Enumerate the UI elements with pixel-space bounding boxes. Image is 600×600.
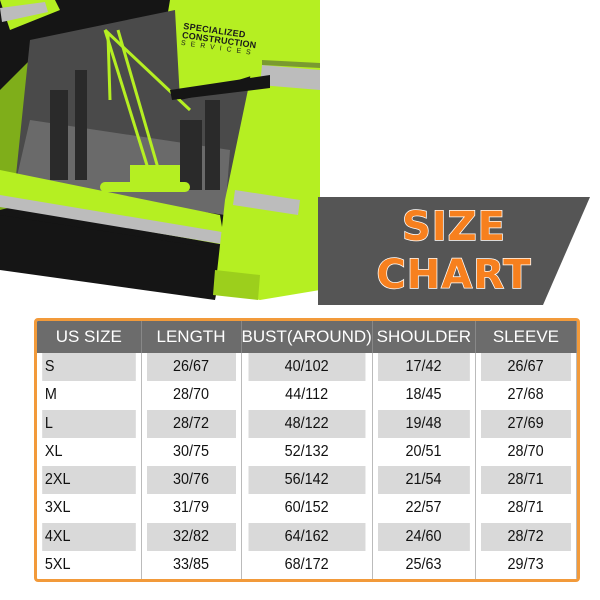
- sweatshirt-image: [0, 0, 320, 300]
- table-row: S 26/67 40/102 17/42 26/67: [37, 353, 577, 382]
- column-header: SLEEVE: [475, 321, 577, 353]
- size-cell: S: [42, 353, 137, 382]
- column-header: LENGTH: [141, 321, 242, 353]
- table-row: 5XL 33/85 68/172 25/63 29/73: [37, 550, 577, 579]
- banner-title-line-1: SIZE: [401, 203, 507, 251]
- measurement-cell: 26/67: [146, 353, 237, 382]
- measurement-cell: 22/57: [377, 494, 471, 523]
- measurement-cell: 29/73: [480, 550, 572, 579]
- measurement-cell: 44/112: [247, 381, 367, 410]
- measurement-cell: 24/60: [377, 522, 471, 551]
- table-row: 4XL 32/82 64/162 24/60 28/72: [37, 522, 577, 551]
- column-header: US SIZE: [37, 321, 142, 353]
- measurement-cell: 64/162: [247, 522, 367, 551]
- size-cell: L: [42, 409, 137, 438]
- size-cell: M: [42, 381, 137, 410]
- measurement-cell: 28/72: [146, 409, 237, 438]
- size-cell: 2XL: [42, 466, 137, 495]
- size-table: US SIZE LENGTH BUST(AROUND) SHOULDER SLEEVE …: [34, 318, 580, 582]
- measurement-cell: 21/54: [377, 466, 471, 495]
- measurement-cell: 28/70: [480, 437, 572, 466]
- measurement-cell: 28/71: [480, 466, 572, 495]
- measurement-cell: 48/122: [247, 409, 367, 438]
- measurement-cell: 33/85: [146, 550, 237, 579]
- measurement-cell: 60/152: [247, 494, 367, 523]
- table-row: M 28/70 44/112 18/45 27/68: [37, 381, 577, 410]
- measurement-cell: 56/142: [247, 466, 367, 495]
- size-cell: 5XL: [42, 550, 137, 579]
- measurement-cell: 30/75: [146, 437, 237, 466]
- measurement-cell: 28/70: [146, 381, 237, 410]
- measurement-cell: 52/132: [247, 437, 367, 466]
- table-row: XL 30/75 52/132 20/51 28/70: [37, 437, 577, 466]
- banner-title-line-2: CHART: [376, 251, 532, 299]
- measurement-cell: 27/68: [480, 381, 572, 410]
- measurement-cell: 18/45: [377, 381, 471, 410]
- measurement-cell: 17/42: [377, 353, 471, 382]
- measurement-cell: 26/67: [480, 353, 572, 382]
- measurement-cell: 19/48: [377, 409, 471, 438]
- size-cell: 3XL: [42, 494, 137, 523]
- measurement-cell: 30/76: [146, 466, 237, 495]
- measurement-cell: 31/79: [146, 494, 237, 523]
- measurement-cell: 28/72: [480, 522, 572, 551]
- measurement-cell: 28/71: [480, 494, 572, 523]
- measurement-cell: 20/51: [377, 437, 471, 466]
- size-cell: 4XL: [42, 522, 137, 551]
- column-header: BUST(AROUND): [241, 321, 373, 353]
- size-chart-banner: [318, 197, 590, 305]
- table-row: 3XL 31/79 60/152 22/57 28/71: [37, 494, 577, 523]
- size-cell: XL: [42, 437, 137, 466]
- measurement-cell: 40/102: [247, 353, 367, 382]
- measurement-cell: 27/69: [480, 409, 572, 438]
- measurement-cell: 68/172: [247, 550, 367, 579]
- measurement-cell: 25/63: [377, 550, 471, 579]
- measurement-cell: 32/82: [146, 522, 237, 551]
- table-row: L 28/72 48/122 19/48 27/69: [37, 409, 577, 438]
- column-header: SHOULDER: [372, 321, 476, 353]
- table-row: 2XL 30/76 56/142 21/54 28/71: [37, 466, 577, 495]
